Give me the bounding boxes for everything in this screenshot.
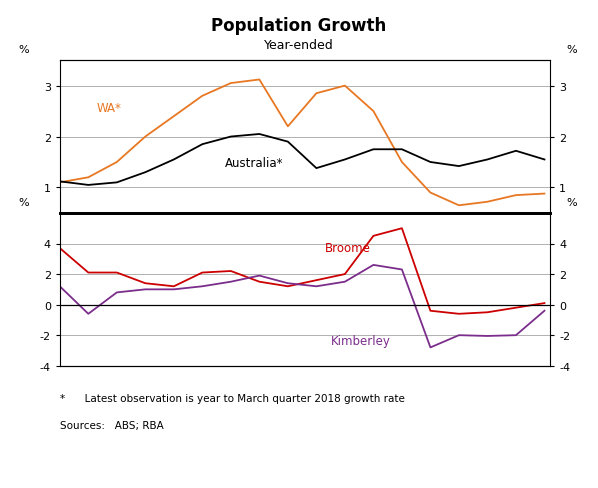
Text: WA*: WA*: [97, 102, 122, 115]
Text: *      Latest observation is year to March quarter 2018 growth rate: * Latest observation is year to March qu…: [60, 393, 405, 403]
Text: Broome: Broome: [325, 242, 371, 255]
Text: %: %: [18, 198, 29, 207]
Text: Australia*: Australia*: [225, 157, 283, 170]
Text: %: %: [566, 198, 577, 207]
Text: Sources:   ABS; RBA: Sources: ABS; RBA: [60, 420, 163, 429]
Text: %: %: [566, 45, 577, 55]
Text: %: %: [18, 45, 29, 55]
Text: Kimberley: Kimberley: [331, 335, 390, 347]
Text: Year-ended: Year-ended: [264, 39, 334, 52]
Text: Population Growth: Population Growth: [211, 17, 387, 35]
